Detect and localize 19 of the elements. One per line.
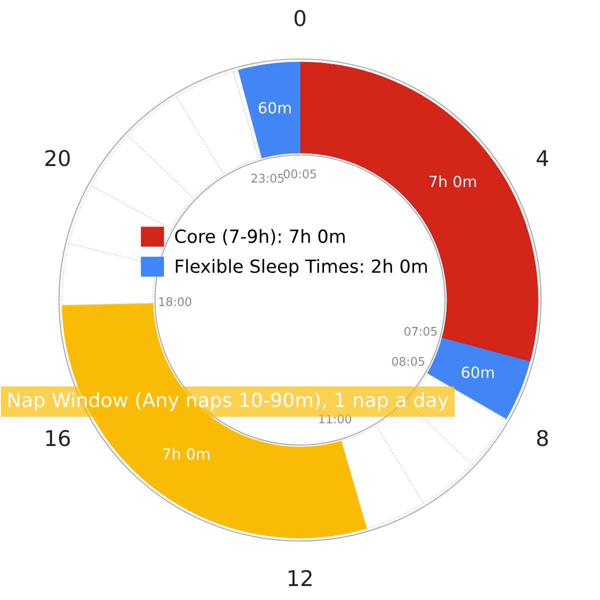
legend-label: Flexible Sleep Times: 2h 0m [176,259,427,277]
text: Nap Window (Any naps 10-90m), 1 nap a day [8,392,448,412]
text: 11:00 [319,414,352,424]
text: 20 [45,150,70,166]
text: 0 [294,10,306,26]
data-label: 60m [462,366,494,378]
text: 23:05 [252,174,284,183]
data-label: 60m [258,102,291,114]
data-label: 7h 0m [430,175,476,188]
text: 18:00 [159,297,192,306]
text: 08:05 [392,356,424,366]
text: 16 [46,430,70,446]
text: 12 [288,570,312,586]
text: 07:05 [404,326,437,336]
text: 00:05 [284,169,316,178]
text: 4 [536,150,548,166]
legend-label: Core (7-9h): 7h 0m [175,229,345,246]
data-label: 7h 0m [162,448,210,460]
text: 8 [537,430,548,446]
